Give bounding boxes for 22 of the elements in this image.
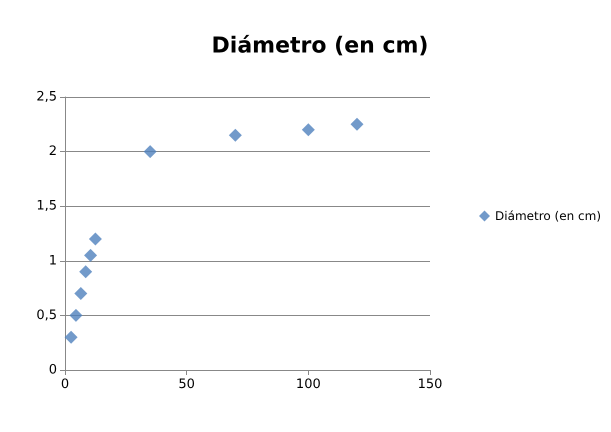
x-tick-label: 150 <box>418 377 442 392</box>
y-tick-label: 1,5 <box>36 198 57 214</box>
x-tick-label: 50 <box>178 377 195 392</box>
y-tick-label: 0,5 <box>36 308 57 323</box>
point <box>144 145 157 158</box>
point <box>302 123 315 136</box>
legend-label: Diámetro (en cm) <box>495 209 601 223</box>
x-tick-label: 100 <box>296 377 321 392</box>
point <box>64 330 78 344</box>
point <box>74 287 88 300</box>
point <box>228 128 242 142</box>
y-tick-label: 1 <box>48 253 57 268</box>
point <box>88 232 102 246</box>
chart-title: Diámetro (en cm) <box>212 34 428 58</box>
point <box>69 308 82 322</box>
x-tick-label: 0 <box>60 377 70 392</box>
point <box>350 118 364 131</box>
y-tick-label: 2,5 <box>36 90 57 104</box>
point <box>79 265 92 278</box>
point <box>84 248 98 262</box>
y-tick-label: 0 <box>48 362 57 378</box>
y-tick-label: 2 <box>48 144 57 160</box>
